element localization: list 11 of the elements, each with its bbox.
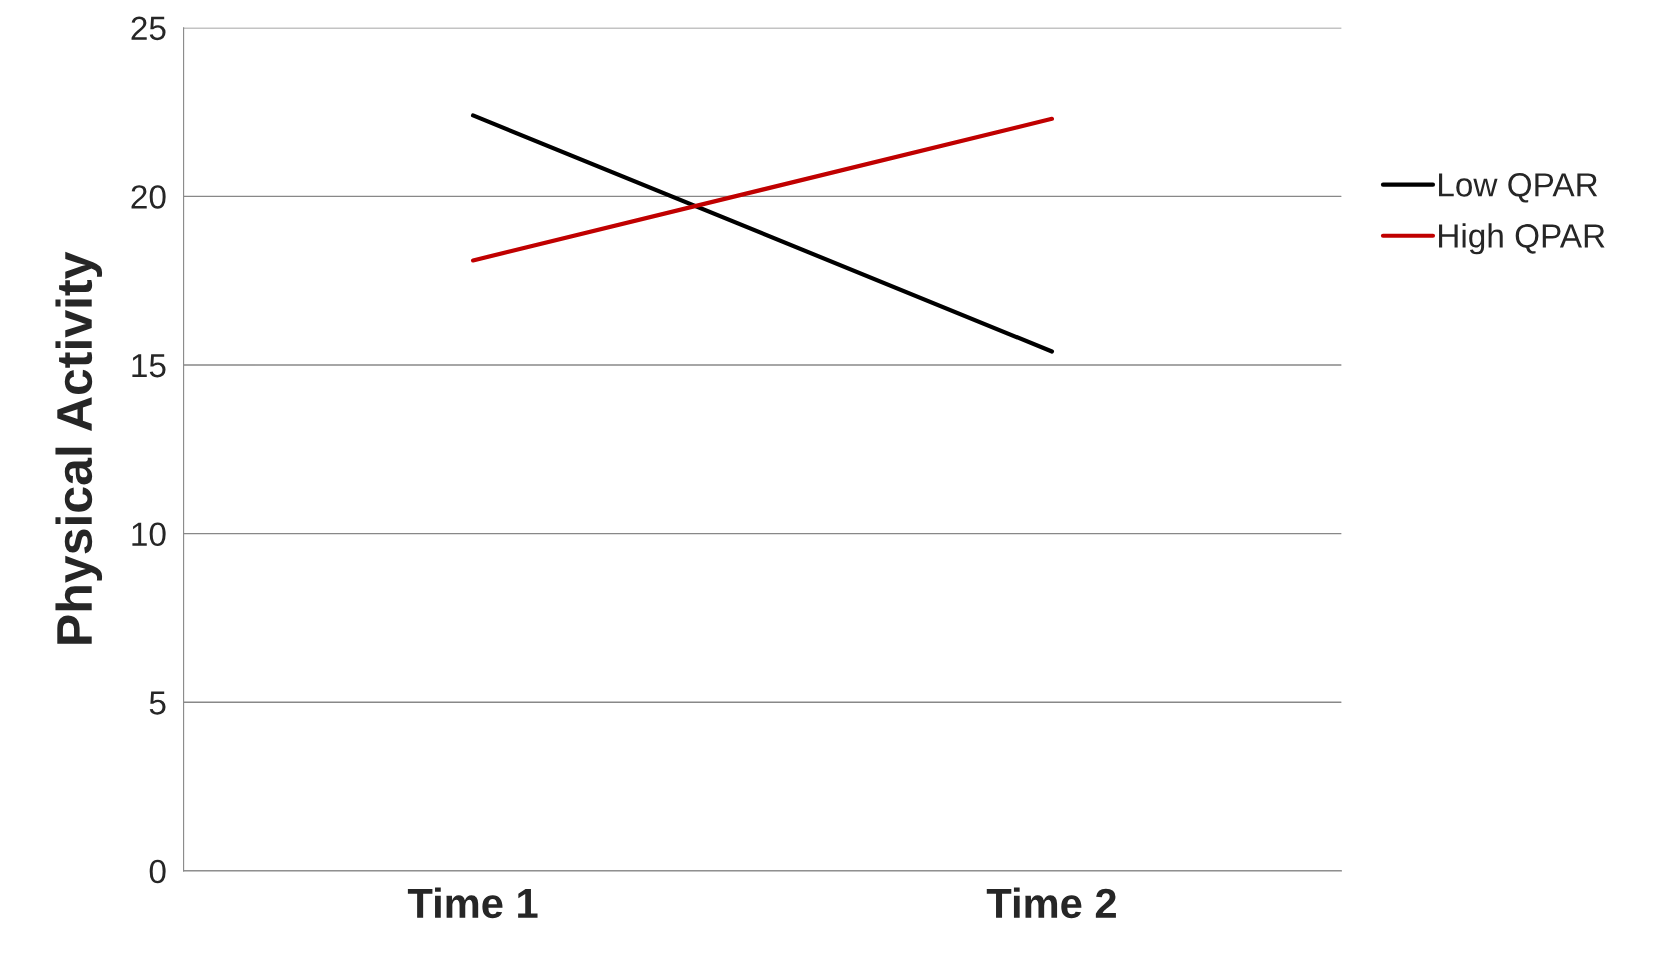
legend-label: High QPAR bbox=[1439, 223, 1605, 255]
y-axis-title: Physical Activity bbox=[55, 251, 103, 644]
legend-label: Low QPAR bbox=[1439, 173, 1598, 203]
x-tick-label: Time 2 bbox=[986, 887, 1116, 919]
y-tick-label: 0 bbox=[149, 859, 166, 884]
y-tick-label: 25 bbox=[131, 16, 166, 41]
y-tick-label: 20 bbox=[131, 185, 166, 209]
y-tick-label: 5 bbox=[149, 691, 166, 715]
x-tick-label: Time 1 bbox=[407, 887, 538, 919]
y-tick-label: 15 bbox=[132, 354, 166, 378]
y-tick-label: 10 bbox=[132, 522, 166, 547]
